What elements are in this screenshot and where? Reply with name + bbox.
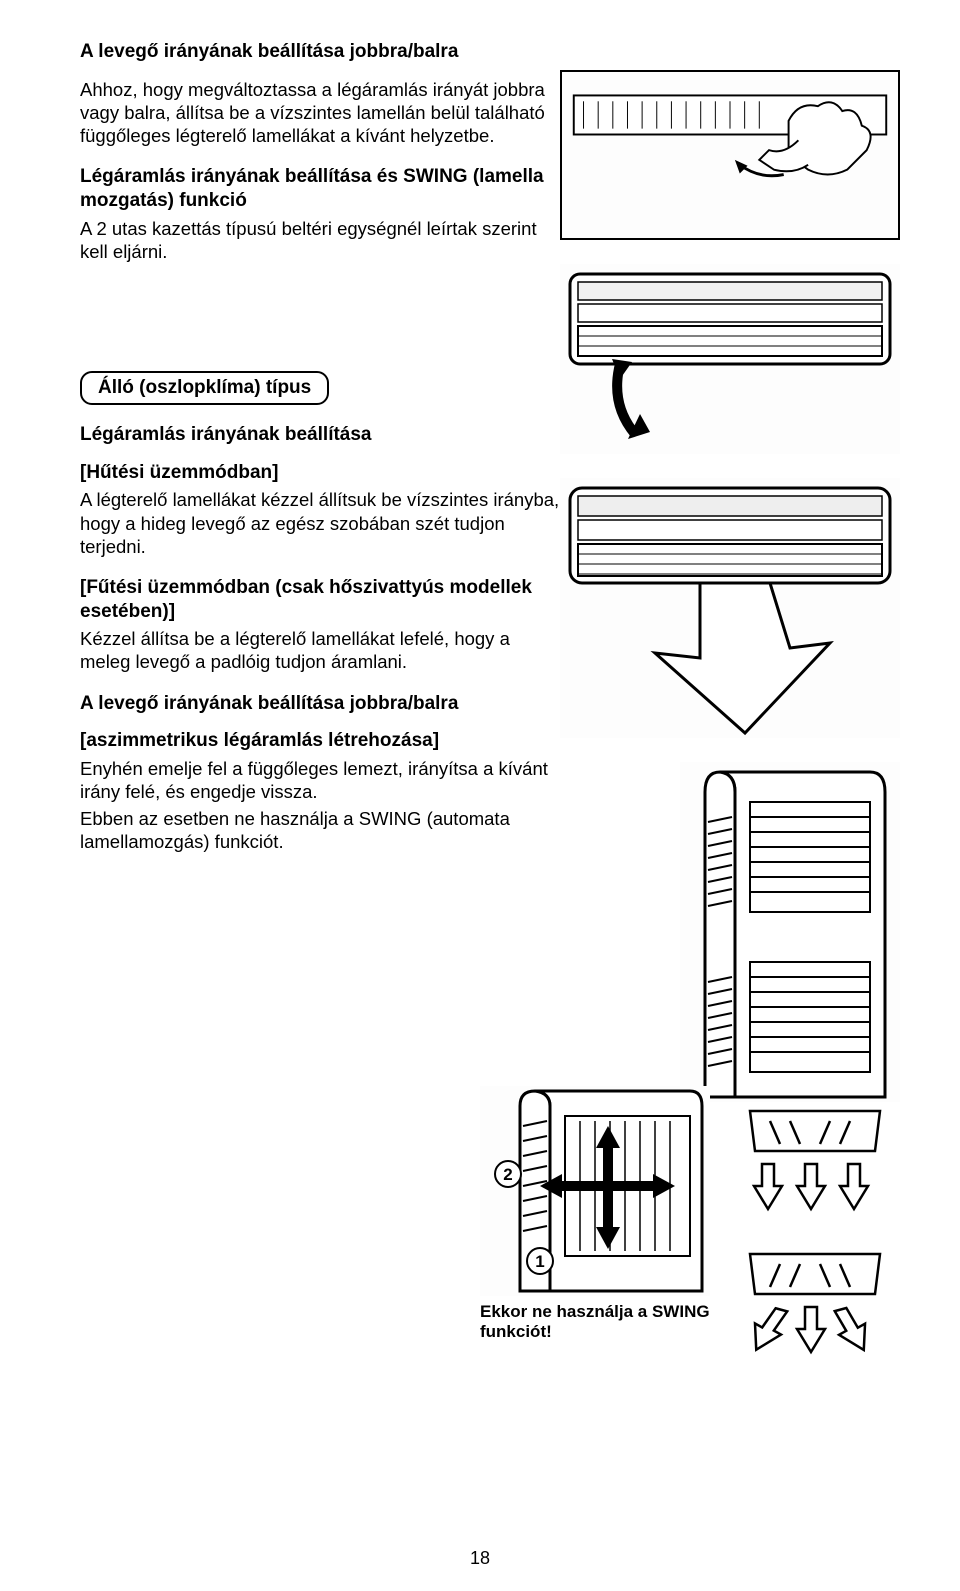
figure-hand-louvers — [560, 70, 900, 240]
heat-mode-title: [Fűtési üzemmódban (csak hőszivattyús mo… — [80, 576, 560, 624]
section1-p1: Ahhoz, hogy megváltoztassa a légáramlás … — [80, 78, 560, 147]
section3-p2: Ebben az esetben ne használja a SWING (a… — [80, 807, 560, 853]
arrow-diagrams — [740, 1106, 890, 1364]
asym-title: [aszimmetrikus légáramlás létrehozása] — [80, 729, 560, 753]
type-box-label: Álló (oszlopklíma) típus — [80, 371, 329, 405]
figure-column-top — [680, 762, 900, 1102]
figure-wall-swing — [560, 264, 900, 454]
svg-text:1: 1 — [535, 1252, 544, 1271]
section1-p2: A 2 utas kazettás típusú beltéri egységn… — [80, 217, 560, 263]
section2-title: Légáramlás irányának beállítása — [80, 423, 560, 447]
heat-mode-body: Kézzel állítsa be a légterelő lamellákat… — [80, 627, 560, 673]
section3-p1: Enyhén emelje fel a függőleges lemezt, i… — [80, 757, 560, 803]
cool-mode-title: [Hűtési üzemmódban] — [80, 461, 560, 485]
section1-subtitle: Légáramlás irányának beállítása és SWING… — [80, 165, 560, 213]
section1-title: A levegő irányának beállítása jobbra/bal… — [80, 40, 560, 64]
cool-mode-body: A légterelő lamellákat kézzel állítsuk b… — [80, 488, 560, 557]
figure-wall-down-arrow — [560, 478, 900, 738]
figure-column-bottom: 2 1 — [480, 1086, 710, 1296]
swing-caption: Ekkor ne használja a SWING funkciót! — [480, 1302, 710, 1343]
page-number: 18 — [470, 1548, 490, 1569]
section3-title: A levegő irányának beállítása jobbra/bal… — [80, 692, 560, 716]
svg-text:2: 2 — [503, 1165, 512, 1184]
